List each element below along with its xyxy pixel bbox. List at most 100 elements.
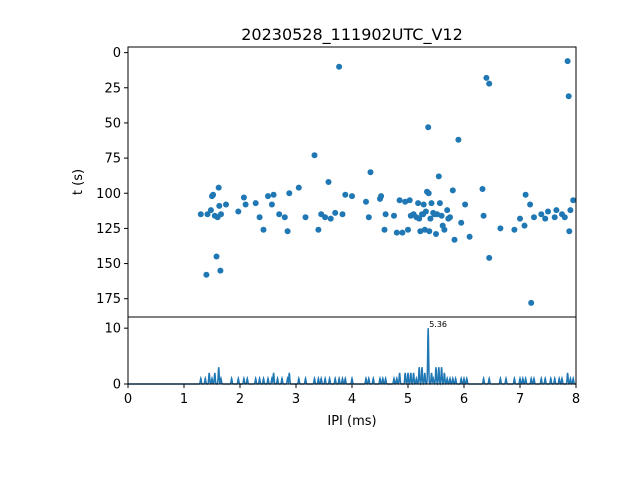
scatter-point	[204, 211, 211, 218]
scatter-point	[242, 201, 249, 208]
scatter-point	[235, 208, 242, 215]
scatter-y-tick-label: 150	[96, 257, 121, 272]
scatter-point	[527, 201, 534, 208]
scatter-point	[486, 80, 493, 87]
scatter-point	[396, 197, 403, 204]
scatter-point	[363, 198, 369, 205]
scatter-point	[421, 226, 428, 233]
scatter-point	[483, 74, 490, 81]
scatter-point	[480, 212, 487, 219]
scatter-point	[565, 93, 572, 100]
scatter-point	[427, 215, 434, 222]
scatter-point	[322, 214, 329, 221]
scatter-point	[339, 211, 346, 218]
chart-title: 20230528_111902UTC_V12	[241, 25, 463, 45]
scatter-point	[570, 197, 577, 204]
scatter-point	[223, 201, 229, 208]
scatter-point	[462, 201, 469, 208]
scatter-point	[336, 63, 343, 70]
scatter-point	[517, 215, 523, 222]
scatter-point	[270, 191, 277, 198]
scatter-point	[425, 124, 432, 131]
ipi-x-tick-label: 8	[572, 392, 580, 407]
scatter-point	[428, 200, 435, 207]
scatter-point	[210, 191, 217, 198]
scatter-point	[349, 193, 355, 200]
ipi-y-ticks: 0 10	[104, 322, 128, 393]
scatter-point	[479, 186, 486, 192]
scatter-point	[197, 211, 204, 218]
scatter-point	[284, 228, 291, 235]
scatter-point	[215, 184, 222, 191]
scatter-point	[545, 208, 551, 215]
ipi-x-axis-label: IPI (ms)	[327, 414, 376, 429]
scatter-point	[567, 207, 574, 214]
scatter-point	[402, 198, 409, 205]
scatter-point	[420, 201, 427, 208]
ipi-x-tick-label: 2	[236, 392, 244, 407]
scatter-point	[315, 226, 322, 233]
scatter-y-tick-label: 75	[104, 152, 121, 167]
scatter-point	[325, 179, 332, 185]
scatter-point	[426, 228, 433, 235]
scatter-point	[365, 214, 372, 221]
scatter-point	[416, 215, 423, 222]
scatter-point	[444, 207, 451, 214]
scatter-point	[422, 208, 429, 215]
scatter-point	[486, 254, 493, 261]
scatter-point	[415, 200, 422, 207]
scatter-point	[256, 214, 263, 221]
scatter-point	[466, 233, 473, 240]
scatter-point	[332, 209, 339, 216]
ipi-x-tick-label: 0	[124, 392, 132, 407]
scatter-point	[522, 191, 529, 198]
scatter-y-tick-label: 175	[96, 292, 121, 307]
ipi-x-tick-label: 6	[460, 392, 468, 407]
scatter-point	[447, 214, 453, 221]
scatter-point	[521, 222, 528, 229]
scatter-point	[458, 219, 465, 226]
scatter-point	[381, 226, 388, 233]
scatter-point	[217, 267, 224, 274]
scatter-points	[197, 58, 577, 306]
scatter-point	[564, 58, 571, 65]
ipi-y-tick-label: 0	[113, 378, 121, 393]
scatter-point	[497, 225, 504, 232]
scatter-y-tick-label: 125	[96, 222, 121, 237]
scatter-point	[441, 226, 448, 233]
scatter-point	[218, 211, 224, 218]
scatter-point	[276, 211, 283, 218]
ipi-x-tick-label: 3	[292, 392, 300, 407]
scatter-point	[240, 194, 247, 201]
scatter-point	[528, 299, 535, 306]
scatter-point	[367, 169, 374, 176]
scatter-y-ticks: 0 25 50 75 100 125 150 175	[96, 46, 128, 307]
ipi-x-tick-label: 5	[404, 392, 412, 407]
scatter-point	[551, 214, 558, 221]
scatter-point	[542, 215, 549, 222]
scatter-point	[566, 228, 573, 235]
scatter-point	[295, 184, 302, 191]
ipi-x-ticks: 0 1 2 3 4 5 6 7 8	[124, 384, 580, 407]
scatter-point	[405, 226, 411, 233]
scatter-point	[435, 173, 442, 180]
scatter-point	[302, 214, 309, 221]
scatter-point	[342, 191, 349, 198]
scatter-point	[436, 200, 443, 207]
scatter-point	[378, 193, 385, 200]
scatter-y-tick-label: 0	[113, 46, 121, 61]
scatter-y-tick-label: 25	[104, 81, 121, 96]
scatter-point	[265, 193, 271, 200]
scatter-point	[286, 190, 293, 197]
scatter-point	[561, 214, 568, 221]
scatter-point	[417, 228, 424, 235]
ipi-x-tick-label: 4	[348, 392, 356, 407]
scatter-point	[455, 136, 462, 143]
ipi-y-tick-label: 10	[104, 322, 121, 337]
scatter-point	[425, 190, 432, 197]
scatter-point	[207, 207, 214, 214]
scatter-point	[553, 207, 560, 214]
ipi-x-tick-label: 1	[180, 392, 188, 407]
